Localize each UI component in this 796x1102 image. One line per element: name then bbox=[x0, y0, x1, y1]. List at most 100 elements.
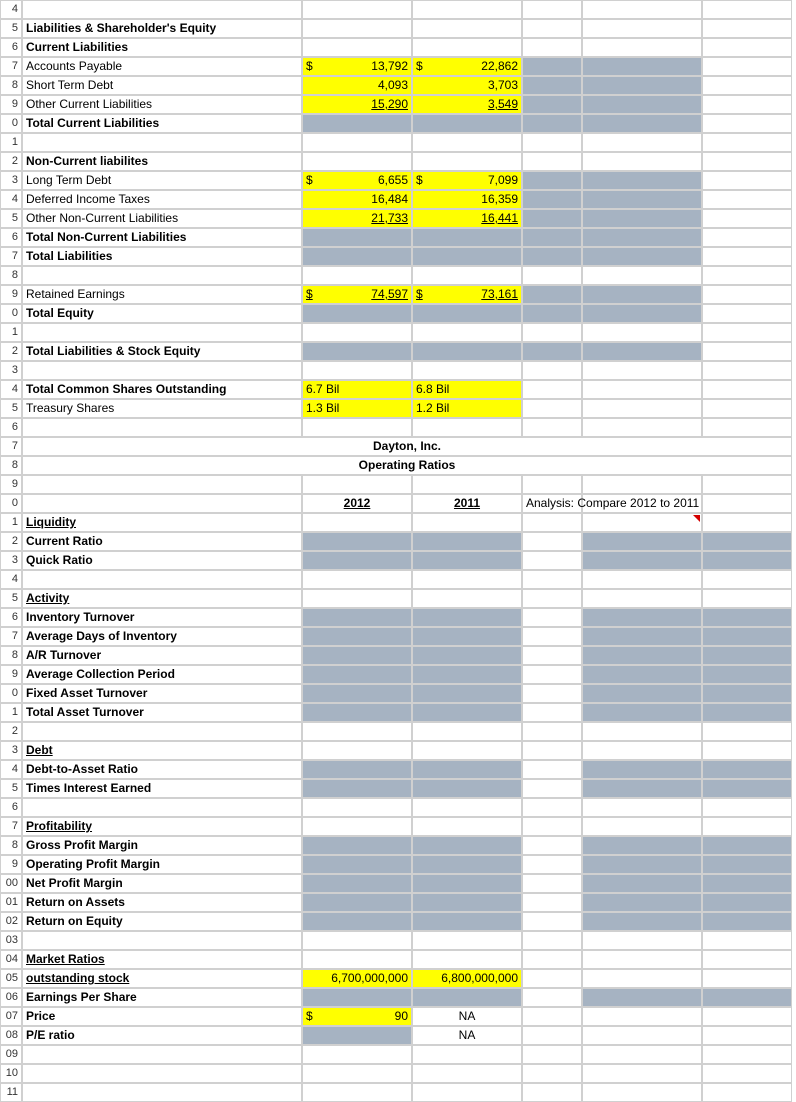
cell-col-e[interactable] bbox=[582, 171, 702, 190]
cell-label[interactable]: Average Collection Period bbox=[22, 665, 302, 684]
cell-col-f[interactable] bbox=[702, 1064, 792, 1083]
cell-label[interactable]: Market Ratios bbox=[22, 950, 302, 969]
cell-col-b[interactable] bbox=[302, 874, 412, 893]
cell-col-b[interactable] bbox=[302, 684, 412, 703]
cell-col-f[interactable] bbox=[702, 874, 792, 893]
cell-col-b[interactable] bbox=[302, 798, 412, 817]
cell-col-e[interactable] bbox=[582, 266, 702, 285]
cell-col-f[interactable] bbox=[702, 399, 792, 418]
cell-col-c[interactable] bbox=[412, 114, 522, 133]
cell-col-f[interactable] bbox=[702, 817, 792, 836]
cell-col-f[interactable] bbox=[702, 1045, 792, 1064]
cell-label[interactable]: Total Non-Current Liabilities bbox=[22, 228, 302, 247]
cell-col-c[interactable] bbox=[412, 760, 522, 779]
cell-col-f[interactable] bbox=[702, 114, 792, 133]
cell-col-e[interactable] bbox=[582, 722, 702, 741]
cell-label[interactable]: Liquidity bbox=[22, 513, 302, 532]
cell-col-e[interactable] bbox=[582, 323, 702, 342]
cell-label[interactable]: Total Equity bbox=[22, 304, 302, 323]
cell-label[interactable]: Debt-to-Asset Ratio bbox=[22, 760, 302, 779]
cell-col-c[interactable]: $7,099 bbox=[412, 171, 522, 190]
cell-col-e[interactable] bbox=[582, 665, 702, 684]
cell-label[interactable] bbox=[22, 418, 302, 437]
cell-col-b[interactable] bbox=[302, 1083, 412, 1102]
cell-col-e[interactable] bbox=[582, 1007, 702, 1026]
cell-col-b[interactable]: $6,655 bbox=[302, 171, 412, 190]
cell-col-f[interactable] bbox=[702, 513, 792, 532]
cell-col-d[interactable] bbox=[522, 380, 582, 399]
cell-col-b[interactable] bbox=[302, 228, 412, 247]
cell-col-c[interactable] bbox=[412, 475, 522, 494]
cell-label[interactable] bbox=[22, 475, 302, 494]
cell-col-b[interactable] bbox=[302, 646, 412, 665]
cell-col-d[interactable] bbox=[522, 684, 582, 703]
cell-col-e[interactable] bbox=[582, 57, 702, 76]
cell-label[interactable]: Average Days of Inventory bbox=[22, 627, 302, 646]
cell-col-b[interactable] bbox=[302, 342, 412, 361]
cell-col-c[interactable] bbox=[412, 741, 522, 760]
cell-label[interactable]: Earnings Per Share bbox=[22, 988, 302, 1007]
cell-col-e[interactable] bbox=[582, 627, 702, 646]
cell-col-c[interactable] bbox=[412, 931, 522, 950]
cell-col-d[interactable] bbox=[522, 874, 582, 893]
cell-col-e[interactable] bbox=[582, 570, 702, 589]
cell-col-b[interactable]: 16,484 bbox=[302, 190, 412, 209]
cell-label[interactable] bbox=[22, 1083, 302, 1102]
cell-col-d[interactable] bbox=[522, 1045, 582, 1064]
cell-col-f[interactable] bbox=[702, 1026, 792, 1045]
cell-col-d[interactable] bbox=[522, 114, 582, 133]
cell-col-c[interactable]: 2011 bbox=[412, 494, 522, 513]
cell-col-f[interactable] bbox=[702, 798, 792, 817]
cell-col-c[interactable]: $73,161 bbox=[412, 285, 522, 304]
cell-col-e[interactable] bbox=[582, 1064, 702, 1083]
cell-col-c[interactable] bbox=[412, 1064, 522, 1083]
cell-col-d[interactable] bbox=[522, 1064, 582, 1083]
cell-col-e[interactable] bbox=[582, 760, 702, 779]
cell-col-c[interactable] bbox=[412, 532, 522, 551]
cell-col-d[interactable] bbox=[522, 228, 582, 247]
cell-col-f[interactable] bbox=[702, 779, 792, 798]
cell-col-b[interactable]: $90 bbox=[302, 1007, 412, 1026]
cell-col-d[interactable] bbox=[522, 760, 582, 779]
cell-col-f[interactable] bbox=[702, 171, 792, 190]
cell-col-e[interactable] bbox=[582, 950, 702, 969]
cell-col-c[interactable] bbox=[412, 304, 522, 323]
cell-col-d[interactable] bbox=[522, 38, 582, 57]
cell-col-e[interactable] bbox=[582, 912, 702, 931]
cell-col-b[interactable] bbox=[302, 323, 412, 342]
cell-col-d[interactable] bbox=[522, 912, 582, 931]
cell-col-e[interactable] bbox=[582, 817, 702, 836]
cell-col-b[interactable] bbox=[302, 532, 412, 551]
cell-col-b[interactable]: $13,792 bbox=[302, 57, 412, 76]
cell-col-c[interactable]: 3,703 bbox=[412, 76, 522, 95]
cell-label[interactable]: Other Non-Current Liabilities bbox=[22, 209, 302, 228]
cell-label[interactable]: Other Current Liabilities bbox=[22, 95, 302, 114]
cell-label[interactable] bbox=[22, 133, 302, 152]
cell-col-d[interactable] bbox=[522, 361, 582, 380]
cell-col-b[interactable] bbox=[302, 627, 412, 646]
cell-col-c[interactable] bbox=[412, 627, 522, 646]
cell-col-d[interactable] bbox=[522, 152, 582, 171]
cell-col-f[interactable] bbox=[702, 589, 792, 608]
cell-col-b[interactable] bbox=[302, 855, 412, 874]
cell-col-c[interactable]: 6,800,000,000 bbox=[412, 969, 522, 988]
cell-col-f[interactable] bbox=[702, 19, 792, 38]
cell-col-e[interactable] bbox=[582, 228, 702, 247]
cell-col-e[interactable] bbox=[582, 342, 702, 361]
cell-col-d[interactable] bbox=[522, 551, 582, 570]
cell-col-d[interactable] bbox=[522, 950, 582, 969]
cell-col-c[interactable] bbox=[412, 646, 522, 665]
cell-col-d[interactable] bbox=[522, 779, 582, 798]
cell-col-b[interactable]: 6,700,000,000 bbox=[302, 969, 412, 988]
cell-label[interactable]: Operating Profit Margin bbox=[22, 855, 302, 874]
cell-col-f[interactable] bbox=[702, 665, 792, 684]
cell-label[interactable]: Net Profit Margin bbox=[22, 874, 302, 893]
cell-col-c[interactable] bbox=[412, 988, 522, 1007]
cell-col-e[interactable] bbox=[582, 684, 702, 703]
cell-col-c[interactable] bbox=[412, 684, 522, 703]
cell-col-e[interactable] bbox=[582, 152, 702, 171]
cell-col-b[interactable] bbox=[302, 1026, 412, 1045]
cell-col-c[interactable] bbox=[412, 418, 522, 437]
cell-col-c[interactable] bbox=[412, 950, 522, 969]
cell-col-b[interactable] bbox=[302, 1045, 412, 1064]
